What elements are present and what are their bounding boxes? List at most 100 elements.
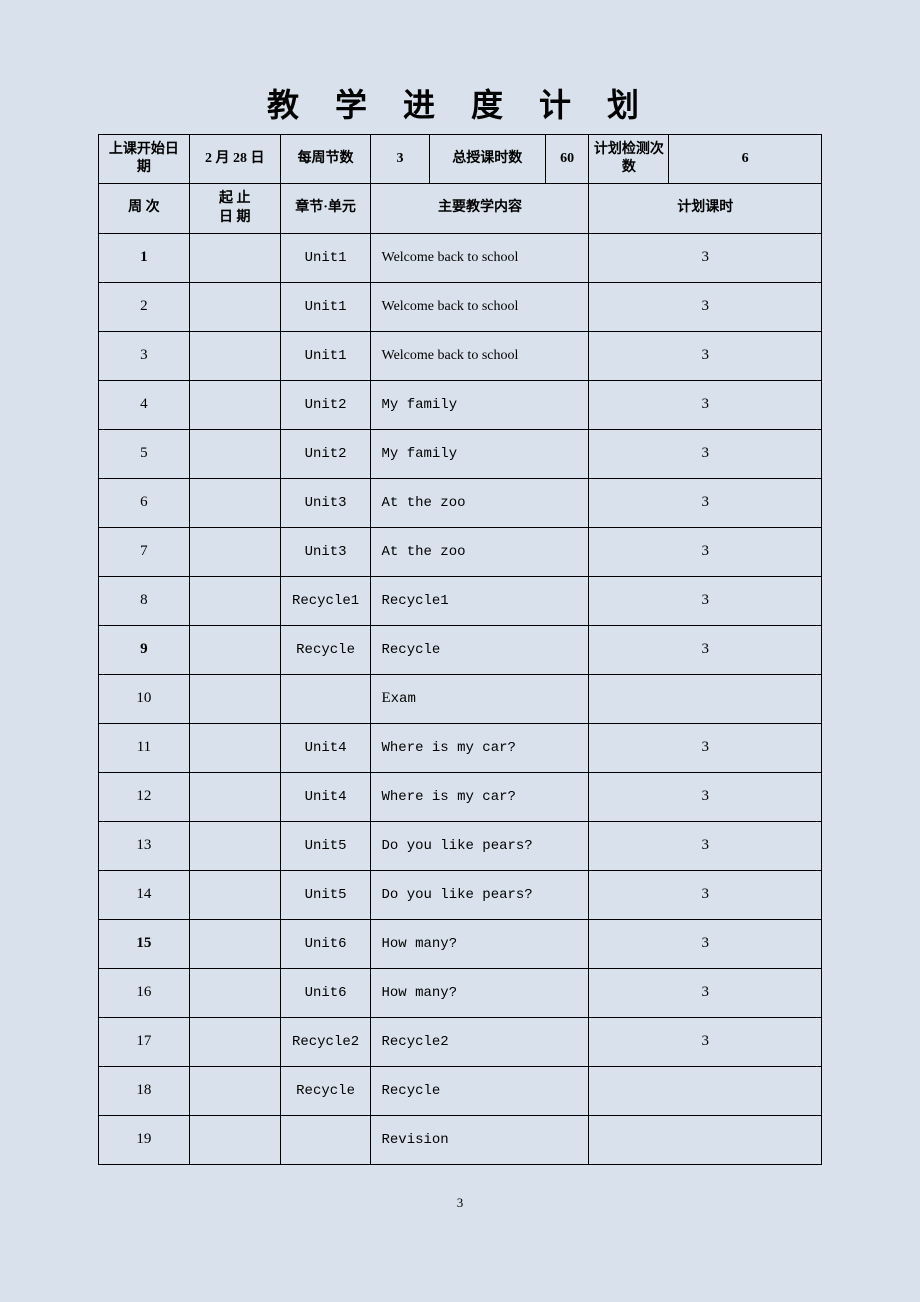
content-header: 主要教学内容 <box>371 184 589 233</box>
page-title: 教 学 进 度 计 划 <box>98 80 822 126</box>
content-cell: My family <box>371 429 589 478</box>
week-header: 周 次 <box>99 184 190 233</box>
page-number: 3 <box>98 1195 822 1211</box>
content-cell: My family <box>371 380 589 429</box>
hours-cell <box>589 1115 822 1164</box>
test-count-value: 6 <box>669 135 822 184</box>
header-row-2: 周 次 起 止日 期 章节·单元 主要教学内容 计划课时 <box>99 184 822 233</box>
week-cell: 14 <box>99 870 190 919</box>
date-header: 起 止日 期 <box>189 184 280 233</box>
content-cell: Do you like pears? <box>371 821 589 870</box>
test-count-label: 计划检测次数 <box>589 135 669 184</box>
week-cell: 11 <box>99 723 190 772</box>
date-cell <box>189 478 280 527</box>
table-row: 9RecycleRecycle3 <box>99 625 822 674</box>
hours-cell: 3 <box>589 331 822 380</box>
unit-cell: Unit1 <box>280 331 371 380</box>
hours-cell: 3 <box>589 380 822 429</box>
unit-cell: Unit5 <box>280 870 371 919</box>
date-cell <box>189 723 280 772</box>
hours-cell: 3 <box>589 527 822 576</box>
content-cell: Revision <box>371 1115 589 1164</box>
table-row: 8Recycle1Recycle13 <box>99 576 822 625</box>
table-row: 3Unit1Welcome back to school3 <box>99 331 822 380</box>
hours-cell <box>589 1066 822 1115</box>
unit-cell: Unit1 <box>280 282 371 331</box>
table-row: 12Unit4Where is my car?3 <box>99 772 822 821</box>
hours-cell <box>589 674 822 723</box>
content-cell: Welcome back to school <box>371 282 589 331</box>
unit-cell: Unit2 <box>280 380 371 429</box>
hours-cell: 3 <box>589 821 822 870</box>
unit-cell: Recycle2 <box>280 1017 371 1066</box>
unit-cell <box>280 1115 371 1164</box>
table-row: 17Recycle2Recycle23 <box>99 1017 822 1066</box>
date-cell <box>189 429 280 478</box>
date-cell <box>189 282 280 331</box>
unit-cell: Unit5 <box>280 821 371 870</box>
table-row: 7Unit3At the zoo3 <box>99 527 822 576</box>
content-cell: Recycle1 <box>371 576 589 625</box>
unit-cell: Unit4 <box>280 772 371 821</box>
table-row: 1Unit1Welcome back to school3 <box>99 233 822 282</box>
content-cell: How many? <box>371 968 589 1017</box>
date-cell <box>189 821 280 870</box>
hours-cell: 3 <box>589 429 822 478</box>
content-cell: How many? <box>371 919 589 968</box>
table-row: 10Exam <box>99 674 822 723</box>
hours-cell: 3 <box>589 282 822 331</box>
week-cell: 13 <box>99 821 190 870</box>
unit-header: 章节·单元 <box>280 184 371 233</box>
week-cell: 5 <box>99 429 190 478</box>
week-cell: 9 <box>99 625 190 674</box>
week-cell: 7 <box>99 527 190 576</box>
date-cell <box>189 1066 280 1115</box>
date-cell <box>189 380 280 429</box>
unit-cell: Unit1 <box>280 233 371 282</box>
unit-cell: Recycle <box>280 625 371 674</box>
unit-cell: Recycle <box>280 1066 371 1115</box>
table-row: 4Unit2My family3 <box>99 380 822 429</box>
week-cell: 3 <box>99 331 190 380</box>
unit-cell: Unit2 <box>280 429 371 478</box>
date-cell <box>189 625 280 674</box>
content-cell: Recycle <box>371 625 589 674</box>
total-classes-value: 60 <box>545 135 589 184</box>
content-cell: At the zoo <box>371 527 589 576</box>
hours-cell: 3 <box>589 576 822 625</box>
content-cell: Welcome back to school <box>371 331 589 380</box>
content-cell: Where is my car? <box>371 723 589 772</box>
date-cell <box>189 870 280 919</box>
week-cell: 18 <box>99 1066 190 1115</box>
week-cell: 12 <box>99 772 190 821</box>
content-cell: Recycle2 <box>371 1017 589 1066</box>
hours-header: 计划课时 <box>589 184 822 233</box>
content-cell: Where is my car? <box>371 772 589 821</box>
schedule-table: 上课开始日 期 2 月 28 日 每周节数 3 总授课时数 60 计划检测次数 … <box>98 134 822 1165</box>
date-cell <box>189 919 280 968</box>
table-row: 11Unit4Where is my car?3 <box>99 723 822 772</box>
content-cell: Welcome back to school <box>371 233 589 282</box>
hours-cell: 3 <box>589 870 822 919</box>
unit-cell: Unit3 <box>280 478 371 527</box>
hours-cell: 3 <box>589 919 822 968</box>
week-cell: 1 <box>99 233 190 282</box>
start-date-value: 2 月 28 日 <box>189 135 280 184</box>
unit-cell <box>280 674 371 723</box>
hours-cell: 3 <box>589 478 822 527</box>
date-cell <box>189 1017 280 1066</box>
date-cell <box>189 772 280 821</box>
weekly-classes-label: 每周节数 <box>280 135 371 184</box>
week-cell: 2 <box>99 282 190 331</box>
content-cell: At the zoo <box>371 478 589 527</box>
weekly-classes-value: 3 <box>371 135 429 184</box>
week-cell: 19 <box>99 1115 190 1164</box>
week-cell: 15 <box>99 919 190 968</box>
date-cell <box>189 527 280 576</box>
table-row: 14Unit5Do you like pears?3 <box>99 870 822 919</box>
week-cell: 17 <box>99 1017 190 1066</box>
unit-cell: Unit6 <box>280 968 371 1017</box>
unit-cell: Unit4 <box>280 723 371 772</box>
date-cell <box>189 1115 280 1164</box>
table-row: 5 Unit2My family3 <box>99 429 822 478</box>
